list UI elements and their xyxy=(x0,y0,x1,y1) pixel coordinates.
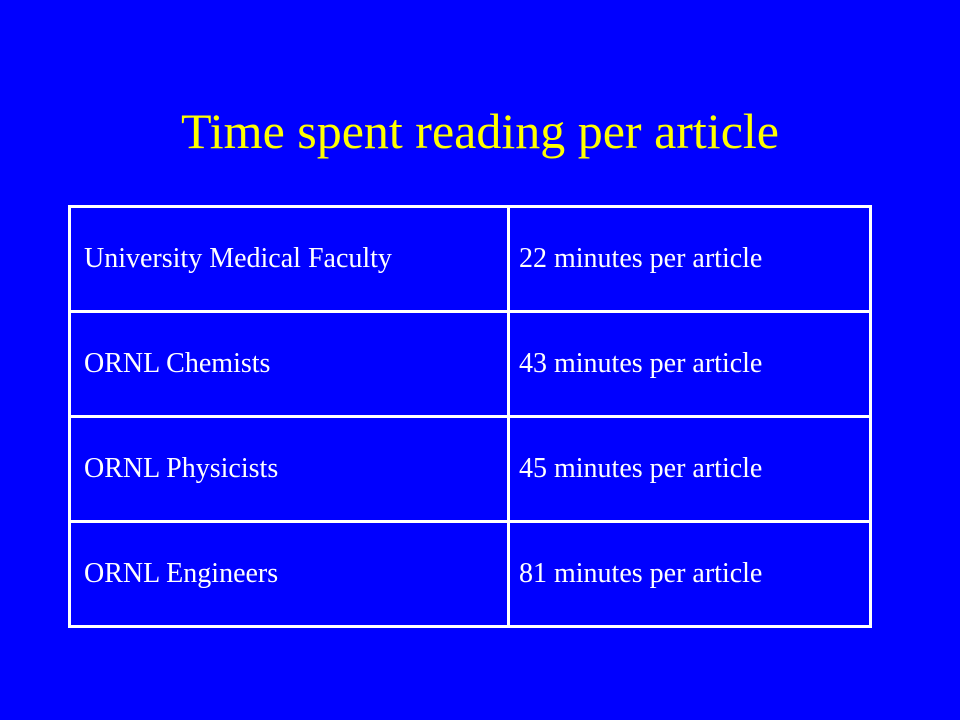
table-cell-time: 45 minutes per article xyxy=(507,415,872,523)
table-cell-time: 43 minutes per article xyxy=(507,310,872,418)
table-cell-group: ORNL Chemists xyxy=(68,310,510,418)
table-row: ORNL Engineers 81 minutes per article xyxy=(68,520,872,628)
table-cell-time: 22 minutes per article xyxy=(507,205,872,313)
table-cell-time: 81 minutes per article xyxy=(507,520,872,628)
table-row: ORNL Chemists 43 minutes per article xyxy=(68,310,872,418)
table-cell-group: ORNL Engineers xyxy=(68,520,510,628)
reading-time-table: University Medical Faculty 22 minutes pe… xyxy=(68,205,872,628)
table-cell-group: University Medical Faculty xyxy=(68,205,510,313)
table-row: University Medical Faculty 22 minutes pe… xyxy=(68,205,872,313)
table-row: ORNL Physicists 45 minutes per article xyxy=(68,415,872,523)
table-cell-group: ORNL Physicists xyxy=(68,415,510,523)
slide-title: Time spent reading per article xyxy=(181,103,779,159)
